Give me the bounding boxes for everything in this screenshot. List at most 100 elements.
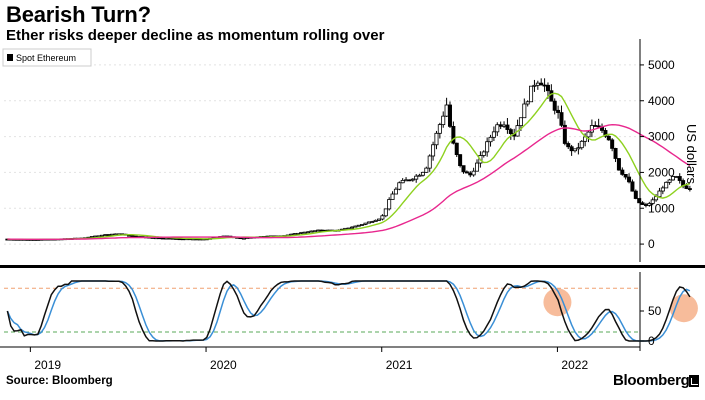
candle-body (110, 233, 115, 236)
candle-body (309, 230, 314, 233)
time-tick-label: 2019 (34, 358, 61, 372)
candle-body (414, 175, 419, 180)
candle-body (407, 179, 412, 182)
time-tick-label: 2022 (561, 358, 588, 372)
candle-body (353, 225, 358, 228)
candle-body (627, 176, 632, 183)
candle-body (397, 182, 402, 190)
candle-body (535, 82, 540, 86)
candle-body (633, 190, 638, 199)
candle-body (390, 193, 395, 200)
candle-body (356, 224, 361, 227)
price-tick-label: 5000 (648, 58, 675, 72)
bloomberg-logo: Bloomberg (613, 372, 690, 389)
candle-body (360, 223, 365, 226)
candle-body (623, 174, 628, 178)
candle-body (505, 124, 510, 130)
candle-body (383, 208, 388, 217)
time-axis-ticks: 2019 2020 2021 2022 (0, 346, 640, 372)
candle-body (366, 221, 371, 224)
candle-body (684, 185, 689, 189)
candle-body (593, 125, 598, 127)
candle-body (650, 199, 655, 204)
candle-body (687, 188, 692, 190)
candle-body (502, 124, 507, 127)
candle-body (346, 227, 351, 230)
chart-title: Bearish Turn? (6, 2, 151, 27)
candle-body (657, 190, 662, 198)
candle-body (525, 101, 530, 105)
price-panel-gridlines (4, 64, 640, 245)
short-moving-average-line (7, 92, 691, 240)
candle-body (616, 158, 621, 171)
candle-body (319, 229, 324, 232)
candle-body (549, 90, 554, 102)
candle-body (316, 229, 321, 232)
candle-body (441, 115, 446, 126)
candle-body (427, 155, 432, 169)
price-tick-label: 4000 (648, 94, 675, 108)
candle-body (437, 124, 442, 134)
candle-body (552, 100, 557, 111)
oscillator-tick-label: 50 (648, 304, 662, 318)
candle-body (559, 112, 564, 126)
candle-body (569, 146, 574, 152)
candle-body (393, 188, 398, 195)
candle-body (603, 130, 608, 137)
candle-body (674, 176, 679, 178)
candle-body (468, 172, 473, 176)
candle-body (458, 154, 463, 167)
candle-body (664, 181, 669, 189)
highlight-circle (543, 288, 572, 317)
candle-body (562, 124, 567, 144)
candle-body (529, 85, 534, 103)
candle-body (461, 165, 466, 173)
legend-label: Spot Ethereum (16, 53, 76, 63)
candle-body (556, 109, 561, 113)
candle-body (596, 125, 601, 128)
candle-body (610, 139, 615, 149)
candle-body (522, 103, 527, 119)
candle-body (306, 231, 311, 234)
candle-body (647, 203, 652, 206)
candle-body (606, 135, 611, 141)
candle-body (637, 198, 642, 204)
candle-body (518, 117, 523, 127)
candle-body (508, 129, 513, 134)
candle-body (495, 124, 500, 133)
candle-body (93, 235, 98, 238)
candle-body (400, 179, 405, 184)
candle-body (545, 84, 550, 92)
oscillator-highlights (543, 288, 698, 323)
candle-body (387, 199, 392, 210)
candle-body (377, 218, 382, 221)
candle-body (410, 178, 415, 181)
candle-body (488, 136, 493, 143)
candle-body (99, 234, 104, 237)
source-note: Source: Bloomberg (6, 375, 113, 387)
candle-body (302, 231, 307, 234)
candle-body (164, 237, 169, 240)
candle-body (404, 179, 409, 182)
candle-body (630, 181, 635, 192)
candle-body (532, 84, 537, 87)
oscillator-axis-ticks: 0 50 (640, 304, 662, 348)
price-candles (5, 78, 692, 241)
candle-body (370, 221, 375, 223)
candle-body (566, 143, 571, 148)
price-tick-label: 0 (648, 237, 655, 251)
candle-body (640, 202, 645, 205)
candle-body (471, 170, 476, 176)
candle-body (424, 167, 429, 173)
candle-body (576, 147, 581, 150)
candle-body (481, 151, 486, 156)
candle-body (434, 132, 439, 146)
price-axis-ticks: 0 1000 2000 3000 4000 5000 (639, 39, 675, 262)
chart-subtitle: Ether risks deeper decline as momentum r… (6, 27, 385, 44)
candle-body (498, 124, 503, 127)
candle-body (451, 126, 456, 144)
candle-body (579, 140, 584, 149)
long-moving-average-line (7, 123, 691, 240)
candle-body (130, 235, 135, 237)
candle-body (660, 187, 665, 192)
